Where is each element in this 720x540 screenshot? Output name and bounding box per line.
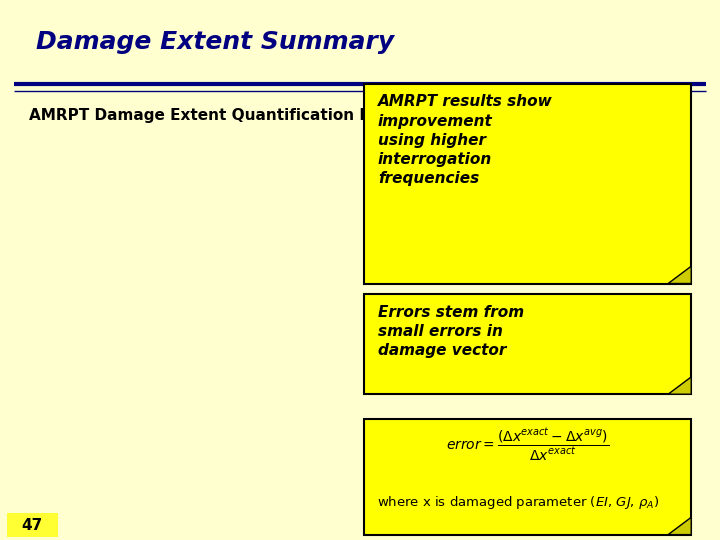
FancyBboxPatch shape — [364, 294, 691, 394]
Text: where x is damaged parameter ($\mathit{EI}$, $\mathit{GJ}$, $\mathit{\rho}_A$): where x is damaged parameter ($\mathit{E… — [377, 494, 659, 511]
Text: Damage Extent Summary: Damage Extent Summary — [36, 30, 394, 53]
FancyBboxPatch shape — [364, 418, 691, 535]
Text: $\mathit{error} = \dfrac{\left(\Delta x^{exact} - \Delta x^{avg}\right)}{\Delta : $\mathit{error} = \dfrac{\left(\Delta x^… — [446, 427, 609, 463]
Polygon shape — [668, 266, 691, 284]
Text: 47: 47 — [22, 518, 43, 533]
FancyBboxPatch shape — [0, 510, 720, 540]
Text: AMRPT Damage Extent Quantification Error: AMRPT Damage Extent Quantification Error — [29, 108, 402, 123]
FancyBboxPatch shape — [7, 513, 58, 537]
Text: Errors stem from
small errors in
damage vector: Errors stem from small errors in damage … — [378, 305, 524, 359]
Text: AMRPT results show
improvement
using higher
interrogation
frequencies: AMRPT results show improvement using hig… — [378, 94, 553, 186]
Polygon shape — [668, 377, 691, 394]
FancyBboxPatch shape — [364, 84, 691, 284]
Polygon shape — [668, 517, 691, 535]
